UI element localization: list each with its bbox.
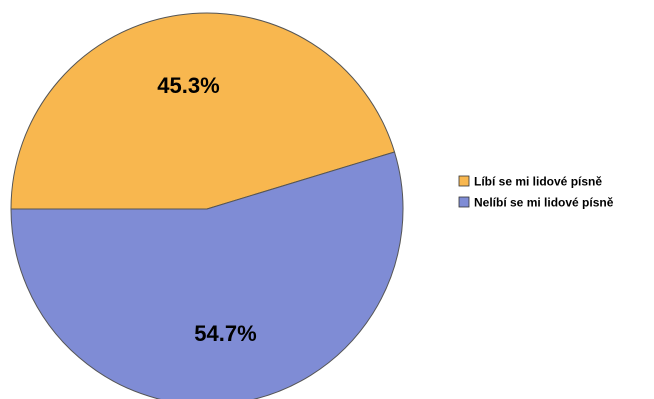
pie-slice-labels: 45.3% 54.7% xyxy=(157,73,256,346)
pie-slice-1 xyxy=(10,12,396,210)
pie-slice-label-2: 54.7% xyxy=(194,321,256,346)
pie-slice-label-1: 45.3% xyxy=(157,73,219,98)
legend-label-2: Nelíbí se mi lidové písně xyxy=(474,196,614,210)
legend-swatch-1 xyxy=(458,175,470,187)
pie-slice-2 xyxy=(10,151,404,399)
pie-slices xyxy=(10,12,404,399)
legend-label-1: Líbí se mi lidové písně xyxy=(474,175,602,189)
legend-swatch-2 xyxy=(458,196,470,208)
legend: Líbí se mi lidové písně Nelíbí se mi lido… xyxy=(458,175,614,210)
